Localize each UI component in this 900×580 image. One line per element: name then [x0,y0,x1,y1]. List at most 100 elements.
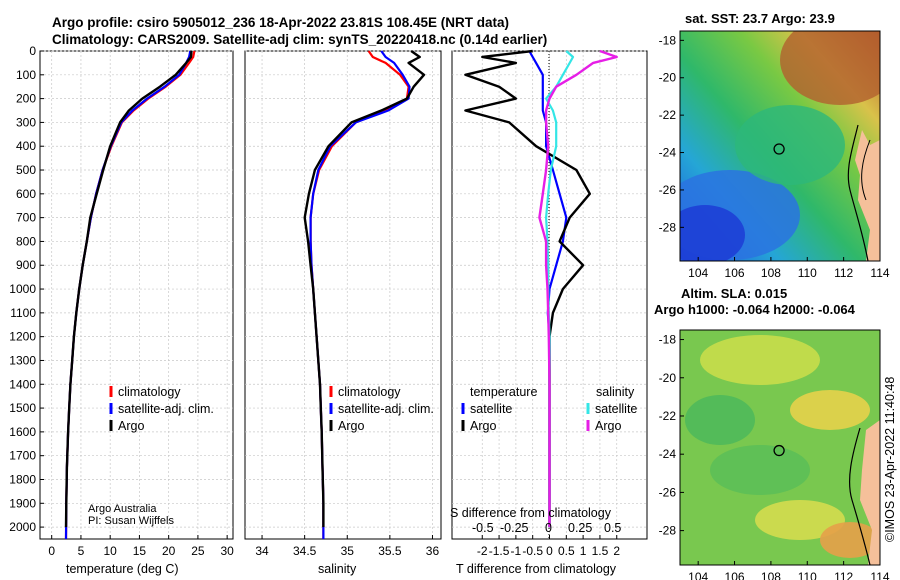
x-tick-label: 1.5 [592,544,609,558]
y-tick-label: 900 [16,258,36,272]
y-tick-label: 1400 [9,377,36,391]
x-tick-label: -1 [511,544,522,558]
legend3-s-argo-label: Argo [595,419,621,433]
land-mass [860,420,880,565]
legend2-satellite-label: satellite-adj. clim. [338,402,434,416]
sla-map-frame [679,329,881,566]
map-y-tick-label: -22 [659,108,677,122]
x-tick-label: 0 [48,544,55,558]
y-tick-label: 1800 [9,472,36,486]
salinity-lines [303,50,426,539]
x-tick-label: -2 [477,544,488,558]
map-x-tick-label: 114 [870,570,889,580]
temperature-axes [39,50,234,540]
salinity-grid [245,50,441,539]
x-tick-label: 0.5 [558,544,575,558]
salinity-xlabel: salinity [318,562,357,576]
x-tick-label: 35 [341,544,355,558]
figure-title-line2: Climatology: CARS2009. Satellite-adj cli… [52,32,548,47]
map-y-tick-label: -28 [659,220,677,234]
difference-lines [464,49,618,528]
sla-map-ticks: 104 106 108 110 112 114 -18 -20 -22 -24 -26 -28 [659,333,890,580]
map-x-tick-label: 112 [834,266,853,280]
temperature-grid [40,50,233,539]
sla-low-patch [685,395,755,445]
top-tick-label: 0.25 [568,521,592,535]
map-y-tick-label: -26 [659,183,677,197]
map-x-tick-label: 104 [688,570,708,580]
y-tick-label: 1700 [9,449,36,463]
y-tick-label: 400 [16,139,36,153]
series-argo [64,50,193,528]
y-tick-label: 1100 [10,306,36,320]
temperature-lines [64,50,196,540]
y-tick-label: 2000 [9,520,36,534]
x-tick-label: 30 [220,544,234,558]
map-x-tick-label: 110 [798,266,817,280]
timestamp: ©IMOS 23-Apr-2022 11:40:48 [883,377,897,542]
difference-panel: -2 -1.5 -1 -0.5 0 0.5 1 1.5 2 S difference from … [450,49,648,576]
map-x-tick-label: 112 [834,570,853,580]
map-y-tick-label: -24 [659,447,677,461]
argo-location-marker [773,444,785,457]
sst-cold-patch [680,205,745,261]
series-salinity-argo [538,49,618,528]
temperature-panel: 0 5 10 15 20 25 30 0 100 200 300 400 500 600 700 800 90… [9,44,234,576]
sla-map: Altim. SLA: 0.015 Argo h1000: -0.064 h20… [654,286,890,580]
legend2-argo-label: Argo [338,419,364,433]
y-tick-label: 1000 [9,282,36,296]
map-x-tick-label: 110 [798,570,817,580]
x-tick-label: -0.5 [522,544,543,558]
figure-title-line1: Argo profile: csiro 5905012_236 18-Apr-2… [52,15,509,30]
y-tick-label: 200 [16,92,36,106]
coastline-contour [847,124,869,261]
map-y-tick-label: -24 [659,146,677,160]
x-tick-label: 25 [191,544,205,558]
temperature-legend: climatology satellite-adj. clim. Argo [109,385,214,433]
x-tick-label: 1 [580,544,587,558]
sla-peak-patch [820,522,880,558]
top-tick-label: -0.25 [500,521,529,535]
legend3-salinity-header: salinity [596,385,635,399]
legend2-climatology-label: climatology [338,385,401,399]
y-tick-label: 0 [29,44,36,58]
salinity-xticks: 34 34.5 35 35.5 36 [255,535,439,558]
y-tick-label: 500 [16,163,36,177]
x-tick-label: 2 [613,544,620,558]
credit-line1: Argo Australia [88,503,157,515]
y-tick-label: 600 [16,187,36,201]
map-y-tick-label: -20 [659,371,677,385]
y-tick-label: 1300 [9,353,36,367]
x-tick-label: 20 [162,544,176,558]
temperature-yticks: 0 100 200 300 400 500 600 700 800 900 1000 1100 1200… [9,44,44,534]
sla-map-title-line2: Argo h1000: -0.064 h2000: -0.064 [654,302,856,317]
top-tick-label: 0.5 [604,521,621,535]
sla-low-patch [710,445,810,495]
map-y-tick-label: -26 [659,485,677,499]
difference-xlabel: T difference from climatology [456,562,617,576]
y-tick-label: 1500 [9,401,36,415]
coastline-contour [849,427,871,565]
y-tick-label: 1200 [9,330,36,344]
y-tick-label: 1600 [9,425,36,439]
legend3-s-satellite-label: satellite [595,402,637,416]
legend-climatology-label: climatology [118,385,181,399]
map-x-tick-label: 108 [761,266,781,280]
sst-map-ticks: 104 106 108 110 112 114 -18 -20 -22 -24 -26 -28 [659,33,890,280]
map-x-tick-label: 108 [761,570,781,580]
salinity-legend: climatology satellite-adj. clim. Argo [329,385,434,433]
series-argo [303,50,426,528]
sst-warm-patch [780,31,880,105]
salinity-panel: 34 34.5 35 35.5 36 salinity climatology sate… [244,50,442,576]
argo-location-marker [773,143,785,155]
x-tick-label: 0 [546,544,553,558]
x-tick-label: 15 [133,544,147,558]
x-tick-label: 5 [78,544,85,558]
y-tick-label: 100 [16,68,36,82]
sst-map: sat. SST: 23.7 Argo: 23.9 104 106 108 110 11… [659,11,890,280]
difference-xticks: -2 -1.5 -1 -0.5 0 0.5 1 1.5 2 [477,535,620,558]
sla-high-patch [755,500,845,540]
x-tick-label: 36 [426,544,440,558]
legend-argo-label: Argo [118,419,144,433]
